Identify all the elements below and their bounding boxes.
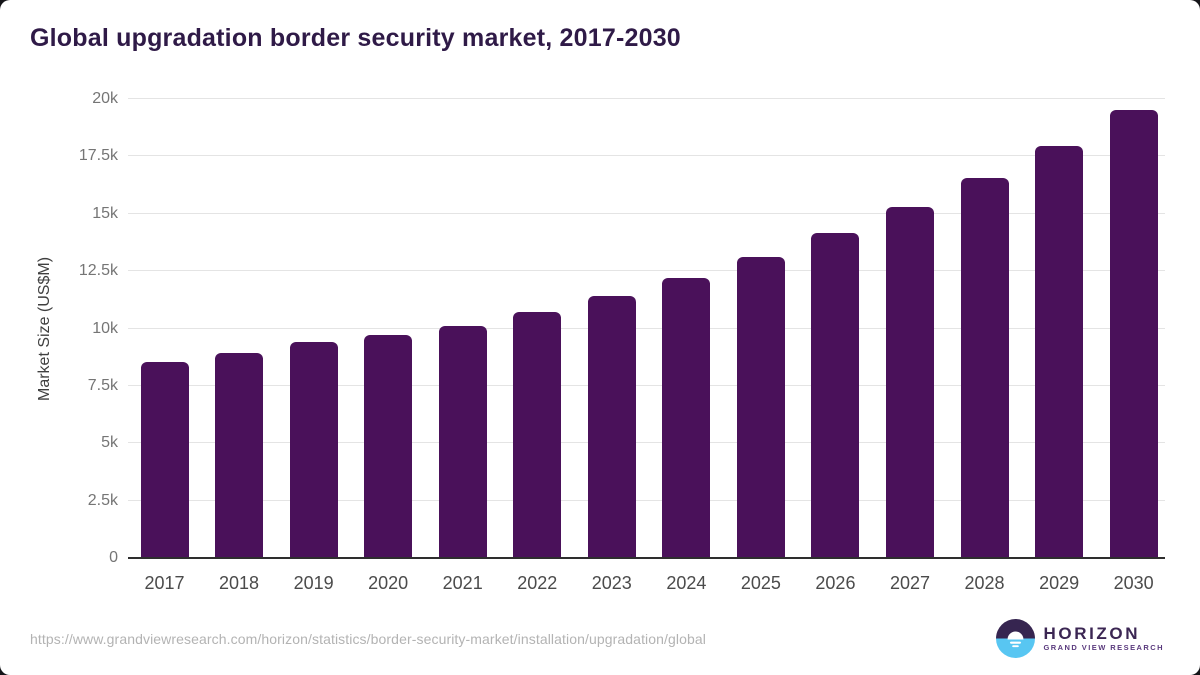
bar-2017 [140,361,189,558]
horizon-sun-circle-icon [995,619,1035,658]
gridline-17500 [128,155,1165,157]
x-tick-label-2018: 2018 [219,573,260,593]
gridline-12500 [128,270,1165,272]
y-tick-label-20k: 20k [92,90,118,107]
y-tick-label-12.5k: 12.5k [78,262,118,280]
x-tick-label-2020: 2020 [368,573,409,593]
x-tick-label-2025: 2025 [740,573,781,593]
y-tick-label-10k: 10k [92,319,118,337]
bar-2026 [811,233,860,558]
x-tick-label-2030: 2030 [1113,573,1154,593]
bar-2027 [886,206,934,558]
y-tick-label-5k: 5k [101,434,118,452]
y-tick-label-15k: 15k [92,204,118,222]
bar-2019 [289,342,338,558]
bar-2023 [587,296,636,558]
x-tick-label-2021: 2021 [442,573,483,593]
x-tick-label-2028: 2028 [964,573,1005,593]
gridline-20000 [128,98,1165,99]
gridline-10000 [128,327,1165,329]
bar-2030 [1109,110,1158,558]
x-tick-label-2019: 2019 [293,573,334,593]
y-tick-label-7.5k: 7.5k [87,376,118,394]
bar-2029 [1035,146,1084,558]
bar-2018 [215,352,264,558]
bar-2028 [960,178,1009,558]
x-axis-line [128,557,1165,559]
source-url: https://www.grandviewresearch.com/horizo… [30,631,706,647]
brand-subname: GRAND VIEW RESEARCH [1043,643,1164,652]
bar-2020 [364,335,413,558]
x-tick-label-2023: 2023 [591,573,632,593]
gridline-7500 [128,384,1165,386]
bar-2024 [662,278,711,558]
bar-2022 [513,312,562,558]
brand-logo: HORIZON GRAND VIEW RESEARCH [995,619,1164,658]
x-tick-label-2029: 2029 [1039,573,1080,593]
gridline-2500 [128,499,1165,501]
x-tick-label-2017: 2017 [144,573,185,593]
y-tick-label-0: 0 [109,549,118,566]
y-tick-label-2.5k: 2.5k [87,491,118,509]
bar-2025 [736,257,785,558]
bar-2021 [438,326,487,558]
plot-area [128,98,1165,558]
x-tick-label-2026: 2026 [815,573,856,593]
y-tick-label-17.5k: 17.5k [78,147,118,165]
brand-logo-text: HORIZON GRAND VIEW RESEARCH [1044,624,1164,653]
gridline-5000 [128,442,1165,444]
x-tick-label-2022: 2022 [517,573,558,593]
gridline-15000 [128,212,1165,214]
chart-title: Global upgradation border security marke… [30,24,681,52]
x-tick-label-2024: 2024 [666,573,707,593]
brand-name: HORIZON [1043,624,1141,643]
x-tick-label-2027: 2027 [889,573,931,593]
